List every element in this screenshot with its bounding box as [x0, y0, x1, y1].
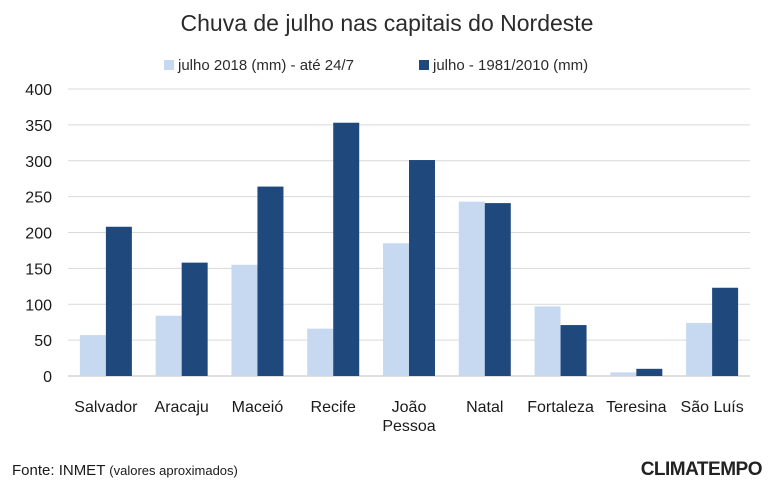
x-category-label: Natal — [466, 399, 503, 416]
y-tick-label: 300 — [25, 154, 52, 171]
y-tick-label: 50 — [34, 333, 52, 350]
bar-normal — [636, 368, 663, 376]
chart-title: Chuva de julho nas capitais do Nordeste — [181, 10, 594, 36]
y-tick-label: 350 — [25, 118, 52, 135]
bar-normal — [560, 325, 587, 376]
legend-label-normal: julho - 1981/2010 (mm) — [432, 57, 588, 74]
y-tick-label: 250 — [25, 190, 52, 207]
x-category-label: Fortaleza — [527, 399, 594, 416]
bar-2018 — [307, 328, 334, 376]
bar-normal — [105, 226, 132, 376]
y-axis-ticks: 0 50 100 150 200 250 300 350 400 — [25, 82, 52, 386]
legend-swatch-2018 — [164, 60, 174, 70]
y-tick-label: 150 — [25, 261, 52, 278]
y-tick-label: 100 — [25, 297, 52, 314]
x-category-label: Pessoa — [382, 418, 435, 435]
source-note: Fonte: INMET (valores aproximados) — [12, 462, 238, 479]
bar-2018 — [458, 201, 485, 376]
bar-2018 — [155, 315, 182, 376]
bars — [79, 122, 739, 376]
y-tick-label: 200 — [25, 226, 52, 243]
bar-2018 — [686, 322, 713, 376]
bar-normal — [257, 186, 284, 376]
source-label: Fonte: INMET — [12, 462, 106, 479]
climatempo-logo: CLIMATEMPO — [640, 459, 763, 481]
bar-normal — [409, 160, 435, 376]
x-category-label: Teresina — [606, 399, 667, 416]
bar-normal — [181, 262, 208, 376]
bar-normal — [484, 203, 511, 376]
legend-swatch-normal — [419, 60, 429, 70]
x-axis-labels: Salvador Aracaju Maceió Recife João Pessoa Nat… — [74, 399, 743, 435]
x-category-label: Recife — [311, 399, 356, 416]
bar-2018 — [383, 243, 409, 376]
bar-2018 — [79, 335, 106, 376]
x-category-label: Maceió — [232, 399, 284, 416]
source-qualifier: (valores aproximados) — [109, 463, 238, 478]
bar-2018 — [610, 372, 637, 376]
bar-2018 — [231, 264, 258, 376]
logo-text: CLIMATEMPO — [640, 459, 763, 480]
x-category-label: Aracaju — [155, 399, 209, 416]
legend: julho 2018 (mm) - até 24/7 julho - 1981/… — [164, 57, 588, 74]
x-category-label: São Luís — [681, 399, 744, 416]
legend-label-2018: julho 2018 (mm) - até 24/7 — [177, 57, 354, 74]
x-category-label: João — [392, 399, 427, 416]
x-category-label: Salvador — [74, 399, 138, 416]
y-tick-label: 400 — [25, 82, 52, 99]
bar-normal — [712, 287, 739, 376]
bar-2018 — [534, 306, 561, 376]
y-tick-label: 0 — [43, 369, 52, 386]
bar-normal — [333, 122, 360, 376]
